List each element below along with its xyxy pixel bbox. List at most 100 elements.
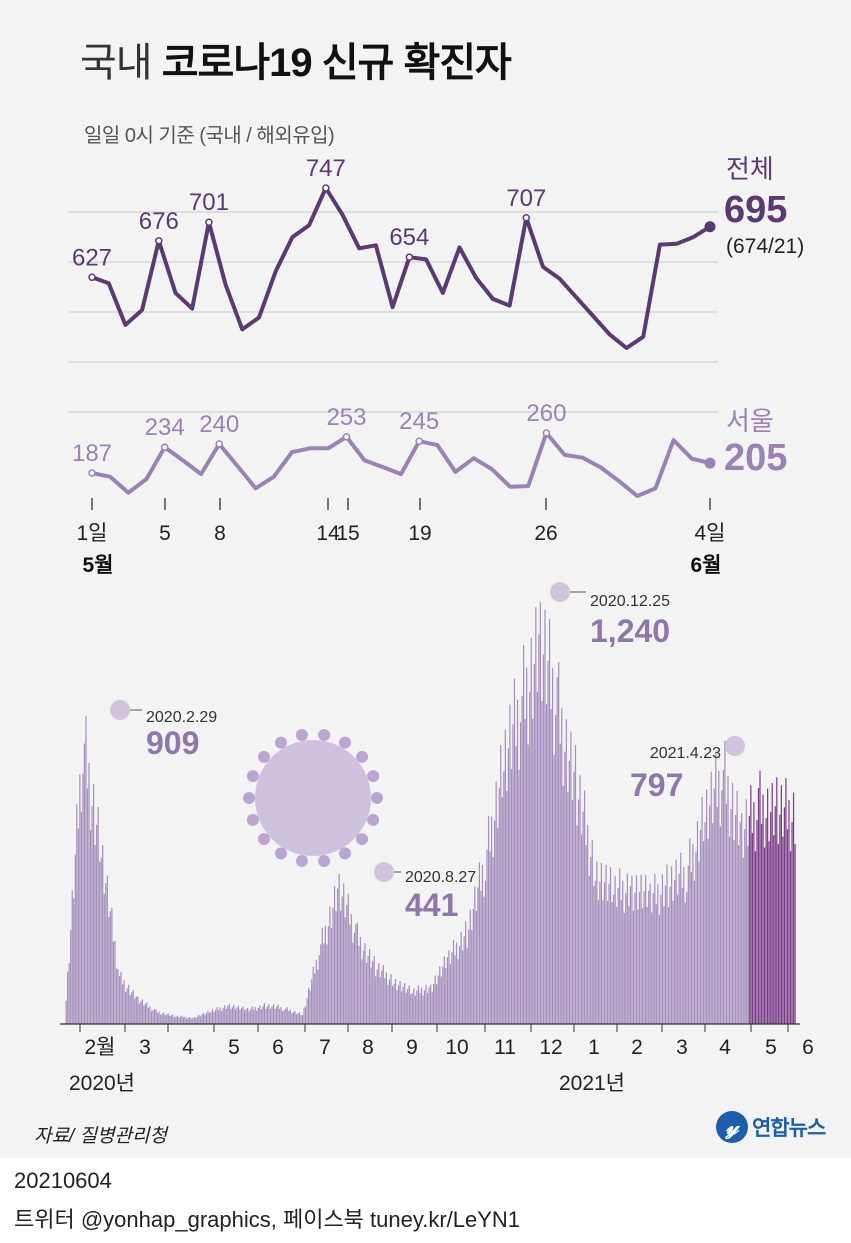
- bar: [718, 771, 720, 1024]
- bar: [613, 894, 615, 1024]
- x-tick-label: 1일: [77, 522, 108, 545]
- annotation-marker: [550, 582, 570, 602]
- bar: [341, 896, 343, 1024]
- bar: [344, 917, 346, 1024]
- bar: [548, 618, 551, 1024]
- bar: [696, 820, 699, 1024]
- bar: [486, 849, 488, 1024]
- bar: [243, 1010, 246, 1024]
- bar: [326, 944, 328, 1024]
- bar: [390, 974, 392, 1024]
- total-point: [322, 184, 330, 192]
- bar: [129, 995, 131, 1024]
- bar: [494, 820, 496, 1024]
- bar: [303, 1007, 305, 1024]
- bar: [594, 880, 596, 1024]
- virus-spike: [318, 855, 331, 868]
- bar: [419, 992, 421, 1024]
- bar: [65, 1000, 67, 1024]
- total-final-value: 695: [724, 189, 787, 231]
- bar: [448, 950, 450, 1024]
- bar: [222, 1008, 224, 1024]
- line-chart: 627 676 701 747 654 707 187 234 240 253 245 260 전체 69…: [68, 154, 804, 577]
- bar: [706, 789, 708, 1024]
- total-data-label: 747: [306, 155, 346, 182]
- bar: [166, 1014, 168, 1024]
- bar: [445, 968, 447, 1024]
- bar: [320, 944, 322, 1024]
- bar: [457, 959, 459, 1024]
- bar: [86, 788, 89, 1024]
- bar: [96, 824, 98, 1024]
- annotation-value: 909: [146, 725, 199, 761]
- bar: [333, 885, 336, 1024]
- month-tick-label: 5: [228, 1036, 240, 1059]
- virus-spike: [339, 847, 351, 860]
- bar: [283, 1010, 285, 1024]
- bar: [654, 873, 656, 1024]
- bar: [135, 996, 137, 1024]
- bar: [141, 999, 143, 1024]
- bar: [484, 880, 487, 1024]
- bar: [349, 924, 351, 1024]
- bar: [702, 841, 705, 1024]
- bar: [504, 729, 506, 1024]
- bar: [436, 984, 438, 1024]
- month-tick-label: 7: [319, 1036, 331, 1059]
- month-tick-label: 8: [362, 1036, 374, 1059]
- page-title: 국내 코로나19 신규 확진자: [80, 30, 512, 88]
- bar: [355, 924, 357, 1024]
- bar: [227, 1006, 229, 1024]
- bar: [576, 825, 578, 1024]
- bar: [218, 1010, 220, 1024]
- bar: [112, 941, 115, 1024]
- bar: [478, 862, 481, 1024]
- bar: [738, 845, 740, 1024]
- x-tick-label: 8: [214, 522, 226, 545]
- bar: [172, 1014, 174, 1024]
- bar: [83, 743, 86, 1024]
- bar: [79, 774, 81, 1024]
- bar: [131, 992, 133, 1024]
- bar: [370, 967, 372, 1024]
- bar: [387, 985, 389, 1024]
- bar: [242, 1006, 244, 1024]
- bar: [742, 858, 744, 1024]
- bar: [394, 978, 397, 1024]
- bar: [404, 983, 406, 1024]
- bar: [144, 1003, 147, 1024]
- bar: [134, 998, 136, 1024]
- bar: [146, 1002, 148, 1024]
- month-tick-label: 6: [802, 1036, 814, 1059]
- bar: [495, 781, 497, 1024]
- bar: [224, 1005, 226, 1024]
- bar: [88, 762, 90, 1024]
- bar: [483, 896, 485, 1024]
- bar: [230, 1009, 232, 1024]
- bar: [497, 828, 499, 1024]
- bar: [695, 851, 697, 1024]
- annotation-date: 2021.4.23: [650, 745, 721, 762]
- bar: [469, 909, 471, 1024]
- bar: [268, 1004, 270, 1024]
- bar: [480, 890, 482, 1024]
- bar: [506, 790, 508, 1024]
- bar: [202, 1012, 204, 1024]
- bar: [559, 743, 561, 1024]
- total-point: [205, 218, 213, 226]
- bar: [686, 891, 688, 1024]
- bar: [731, 782, 734, 1024]
- bar: [195, 1018, 197, 1024]
- bar: [568, 760, 570, 1024]
- bar: [327, 926, 330, 1024]
- bar: [143, 1005, 145, 1024]
- month-tick-label: 4: [719, 1036, 731, 1059]
- bar: [605, 864, 607, 1024]
- bar: [538, 634, 540, 1024]
- bar: [715, 753, 717, 1024]
- bar: [169, 1016, 171, 1024]
- annotation-marker: [110, 700, 130, 720]
- bar: [158, 1011, 160, 1024]
- bar: [770, 812, 772, 1024]
- bar: [219, 1007, 221, 1024]
